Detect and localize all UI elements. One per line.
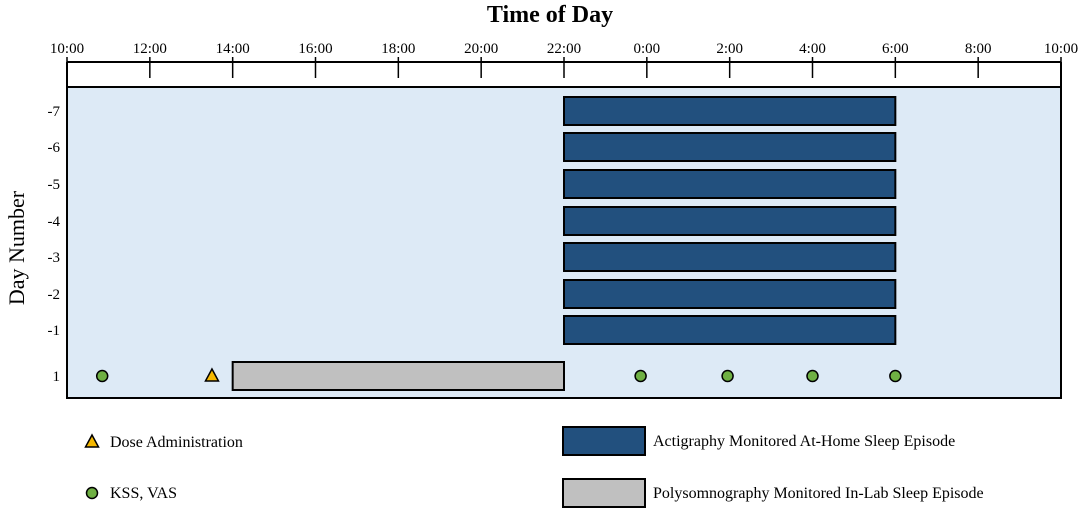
actigraphy-sleep-bar	[563, 206, 897, 236]
chart-title: Time of Day	[487, 2, 613, 28]
legend-triangle-icon	[84, 433, 100, 448]
actigraphy-sleep-bar	[563, 279, 897, 309]
legend-label: KSS, VAS	[110, 485, 177, 502]
x-tick-label: 16:00	[298, 41, 332, 57]
kss-vas-marker	[95, 369, 109, 383]
dose-administration-marker	[204, 367, 220, 382]
actigraphy-sleep-bar	[563, 315, 897, 345]
kss-vas-marker	[634, 369, 647, 383]
legend-label: Polysomnography Monitored In-Lab Sleep E…	[653, 485, 984, 502]
legend-label: Actigraphy Monitored At-Home Sleep Episo…	[653, 433, 955, 450]
x-tick-label: 14:00	[216, 41, 250, 57]
y-tick-label: 1	[53, 369, 61, 385]
y-tick-label: -3	[48, 250, 61, 266]
kss-vas-marker	[806, 369, 819, 383]
x-tick-label: 4:00	[799, 41, 826, 57]
x-tick-label: 10:00	[50, 41, 84, 57]
x-tick-label: 6:00	[882, 41, 909, 57]
polysomnography-sleep-bar	[231, 361, 566, 391]
y-tick-label: -5	[48, 177, 61, 193]
actigraphy-sleep-bar	[563, 242, 897, 272]
actigraphy-sleep-bar	[563, 169, 897, 199]
x-tick-label: 20:00	[464, 41, 498, 57]
x-tick-label: 18:00	[381, 41, 415, 57]
x-tick-label: 2:00	[716, 41, 743, 57]
plot-area: 10:00 12:00 14:00 16:00 18:00 20:00 22:00 0:00 2…	[48, 41, 1078, 399]
x-tick-label: 22:00	[547, 41, 581, 57]
y-axis-label: Day Number	[4, 190, 29, 305]
legend-label: Dose Administration	[110, 434, 243, 451]
y-tick-label: -1	[48, 323, 61, 339]
legend-circle-icon	[85, 486, 99, 500]
legend-swatch	[562, 426, 646, 456]
x-tick-label: 8:00	[965, 41, 992, 57]
actigraphy-sleep-bar	[563, 96, 897, 126]
kss-vas-marker	[721, 369, 734, 383]
kss-vas-marker	[889, 369, 902, 383]
x-tick-label: 10:00	[1044, 41, 1078, 57]
legend-swatch	[562, 478, 646, 508]
actigraphy-sleep-bar	[563, 132, 897, 162]
y-tick-label: -4	[48, 214, 61, 230]
x-tick-label: 12:00	[133, 41, 167, 57]
legend: Dose Administration KSS, VAS Actigraphy Mo…	[84, 426, 984, 508]
x-tick-label: 0:00	[633, 41, 660, 57]
y-tick-label: -7	[48, 104, 61, 120]
y-tick-label: -2	[48, 287, 61, 303]
y-tick-label: -6	[48, 140, 61, 156]
